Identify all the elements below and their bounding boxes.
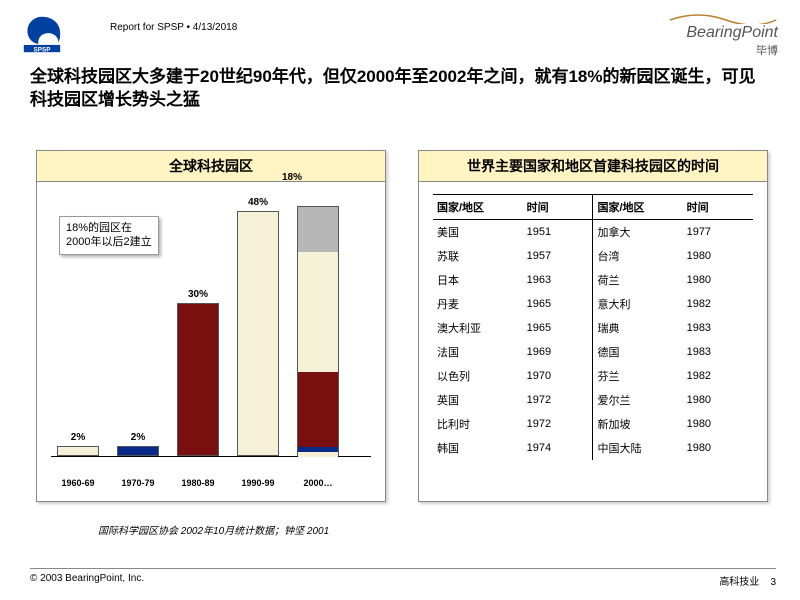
table-row: 韩国1974中国大陆1980	[433, 436, 753, 460]
table-cell: 中国大陆	[593, 436, 683, 460]
footer-copyright: © 2003 BearingPoint, Inc.	[30, 573, 144, 588]
chart-x-label: 1970-79	[108, 478, 168, 488]
table-cell: 1965	[523, 316, 593, 340]
table-cell: 1980	[683, 268, 753, 292]
chart-x-label: 1990-99	[228, 478, 288, 488]
chart-area: 18%的园区在2000年以后2建立 2%2%30%48%18% 1960-691…	[37, 182, 385, 502]
bearingpoint-text-cn: 毕博	[668, 42, 778, 58]
chart-bar-label: 48%	[237, 197, 279, 208]
table-body: 美国1951加拿大1977苏联1957台湾1980日本1963荷兰1980丹麦1…	[433, 220, 753, 461]
left-panel: 全球科技园区 18%的园区在2000年以后2建立 2%2%30%48%18% 1…	[36, 150, 386, 502]
table-header-cell: 时间	[523, 195, 593, 220]
table-cell: 1982	[683, 292, 753, 316]
footer-section: 高科技业	[719, 577, 759, 588]
table-cell: 荷兰	[593, 268, 683, 292]
table-cell: 芬兰	[593, 364, 683, 388]
chart-stacked-bar	[297, 206, 339, 456]
table-row: 美国1951加拿大1977	[433, 220, 753, 245]
table-cell: 1977	[683, 220, 753, 245]
chart-x-label: 1960-69	[48, 478, 108, 488]
table-cell: 日本	[433, 268, 523, 292]
table-cell: 1970	[523, 364, 593, 388]
footer-page-no: 3	[770, 577, 776, 588]
chart-bar	[237, 211, 279, 456]
report-meta: Report for SPSP • 4/13/2018	[110, 22, 237, 33]
table-cell: 1965	[523, 292, 593, 316]
table-cell: 意大利	[593, 292, 683, 316]
table-header-cell: 国家/地区	[433, 195, 523, 220]
chart-bar-label: 30%	[177, 289, 219, 300]
table-cell: 1969	[523, 340, 593, 364]
table-row: 苏联1957台湾1980	[433, 244, 753, 268]
table-wrap: 国家/地区时间国家/地区时间 美国1951加拿大1977苏联1957台湾1980…	[419, 182, 767, 472]
header: SPSP Report for SPSP • 4/13/2018 Bearing…	[0, 0, 800, 60]
svg-text:SPSP: SPSP	[34, 46, 52, 53]
left-panel-title: 全球科技园区	[37, 151, 385, 182]
chart-bar-label: 2%	[117, 432, 159, 443]
chart-stack-segment	[298, 372, 338, 447]
table-cell: 英国	[433, 388, 523, 412]
table-header-row: 国家/地区时间国家/地区时间	[433, 195, 753, 220]
table-cell: 澳大利亚	[433, 316, 523, 340]
table-cell: 台湾	[593, 244, 683, 268]
table-cell: 1983	[683, 340, 753, 364]
table-header-cell: 时间	[683, 195, 753, 220]
table-cell: 苏联	[433, 244, 523, 268]
table-cell: 美国	[433, 220, 523, 245]
table-cell: 1980	[683, 388, 753, 412]
table-cell: 1951	[523, 220, 593, 245]
table-cell: 爱尔兰	[593, 388, 683, 412]
chart-plot: 2%2%30%48%18%	[51, 202, 371, 457]
chart-x-label: 1980-89	[168, 478, 228, 488]
table-cell: 1957	[523, 244, 593, 268]
table-cell: 新加坡	[593, 412, 683, 436]
footer: © 2003 BearingPoint, Inc. 高科技业 3	[30, 568, 776, 588]
table-cell: 1980	[683, 412, 753, 436]
table-cell: 1972	[523, 412, 593, 436]
chart-bar-label: 2%	[57, 432, 99, 443]
table-row: 英国1972爱尔兰1980	[433, 388, 753, 412]
table-header-cell: 国家/地区	[593, 195, 683, 220]
source-line: 国际科学园区协会 2002年10月统计数据；钟坚 2001	[98, 522, 329, 537]
table-row: 日本1963荷兰1980	[433, 268, 753, 292]
bearingpoint-logo: BearingPoint 毕博	[668, 10, 778, 58]
spsp-logo: SPSP	[22, 14, 62, 54]
chart-x-label: 2000…	[288, 478, 348, 488]
chart-stack-segment	[298, 252, 338, 372]
table-cell: 1974	[523, 436, 593, 460]
table-cell: 1980	[683, 436, 753, 460]
table-row: 以色列1970芬兰1982	[433, 364, 753, 388]
table-cell: 法国	[433, 340, 523, 364]
chart-bar	[177, 303, 219, 456]
table-row: 法国1969德国1983	[433, 340, 753, 364]
table-cell: 德国	[593, 340, 683, 364]
right-panel: 世界主要国家和地区首建科技园区的时间 国家/地区时间国家/地区时间 美国1951…	[418, 150, 768, 502]
table-cell: 1980	[683, 244, 753, 268]
table-cell: 韩国	[433, 436, 523, 460]
table-cell: 1983	[683, 316, 753, 340]
bearingpoint-text-en: BearingPoint	[668, 24, 778, 42]
table-row: 比利时1972新加坡1980	[433, 412, 753, 436]
country-table: 国家/地区时间国家/地区时间 美国1951加拿大1977苏联1957台湾1980…	[433, 194, 753, 460]
table-row: 丹麦1965意大利1982	[433, 292, 753, 316]
table-cell: 比利时	[433, 412, 523, 436]
table-cell: 加拿大	[593, 220, 683, 245]
table-cell: 1982	[683, 364, 753, 388]
chart-bar	[117, 446, 159, 456]
table-row: 澳大利亚1965瑞典1983	[433, 316, 753, 340]
right-panel-title: 世界主要国家和地区首建科技园区的时间	[419, 151, 767, 182]
table-cell: 丹麦	[433, 292, 523, 316]
table-cell: 1963	[523, 268, 593, 292]
chart-stack-segment	[298, 207, 338, 252]
chart-x-labels: 1960-691970-791980-891990-992000…	[51, 478, 371, 494]
chart-stack-segment	[298, 452, 338, 457]
page-title: 全球科技园区大多建于20世纪90年代，但仅2000年至2002年之间，就有18%…	[30, 66, 770, 112]
table-cell: 1972	[523, 388, 593, 412]
table-cell: 以色列	[433, 364, 523, 388]
chart-bar	[57, 446, 99, 456]
table-cell: 瑞典	[593, 316, 683, 340]
chart-bar-label: 18%	[271, 172, 313, 183]
